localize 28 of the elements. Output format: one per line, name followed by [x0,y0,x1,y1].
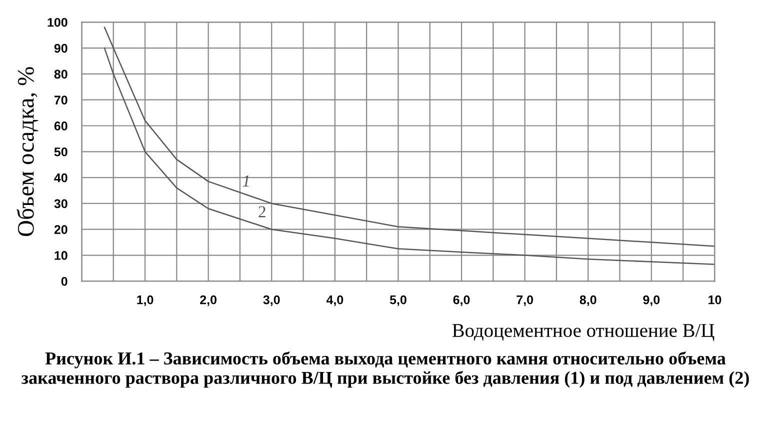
y-tick-label: 40 [54,173,68,182]
y-tick-label: 90 [54,44,68,53]
x-tick-label: 5,0 [390,295,406,306]
y-tick-label: 20 [54,225,68,234]
y-tick-label: 80 [54,70,68,79]
y-tick-label: 70 [54,96,68,105]
x-tick-label: 9,0 [643,295,660,306]
x-axis-title: Водоцементное отношение В/Ц [452,324,714,341]
x-tick-label: 8,0 [580,295,596,306]
y-tick-label: 50 [54,147,68,156]
y-tick-label: 30 [54,199,68,208]
x-tick-label: 7,0 [516,295,533,306]
x-tick-label: 4,0 [326,295,344,306]
y-tick-label: 10 [54,251,68,260]
text: Рисунок И.1 – Зависимость объема выхода цементного камня относительно объема закаченного раствора различного В/Ц при выстойке без давления (1) и под давлением (2) [22,351,749,388]
line-series [104,26,715,247]
y-tick-label: 0 [61,276,68,286]
y-axis-title: Объем осадка, % [16,67,38,236]
y-tick-label: 100 [48,18,68,27]
x-tick-label: 6,0 [453,295,470,306]
x-tick-label: 10 [708,295,722,304]
x-tick-label: 1,0 [137,295,154,306]
series-label: 1 [242,175,249,186]
x-tick-label: 2,0 [200,295,216,306]
line-series [104,47,715,265]
x-tick-label: 3,0 [263,295,280,306]
y-tick-label: 60 [54,122,68,130]
series-label: 2 [258,206,266,218]
